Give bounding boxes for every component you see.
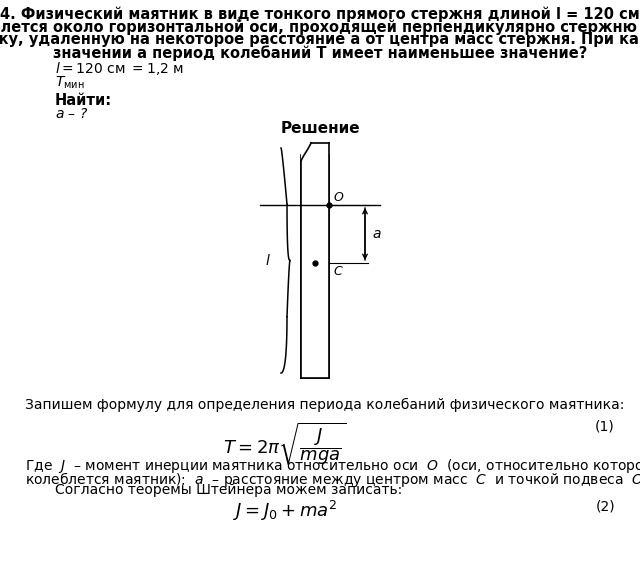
Text: $l$: $l$ bbox=[265, 253, 271, 268]
Text: Найти:: Найти: bbox=[55, 93, 112, 108]
Bar bbox=[301, 155, 329, 378]
Bar bbox=[301, 143, 329, 378]
Text: $a$ – ?: $a$ – ? bbox=[55, 107, 88, 121]
Text: Согласно теоремы Штейнера можем записать:: Согласно теоремы Штейнера можем записать… bbox=[55, 483, 403, 497]
Text: $J = J_0 + ma^2$: $J = J_0 + ma^2$ bbox=[233, 499, 337, 523]
Text: колеблется около горизонтальной оси, проходящей перпендикулярно стержню через: колеблется около горизонтальной оси, про… bbox=[0, 19, 640, 35]
Text: (1): (1) bbox=[595, 420, 615, 434]
Text: $T_{\mathrm{мин}}$: $T_{\mathrm{мин}}$ bbox=[55, 75, 84, 91]
Text: 4. Физический маятник в виде тонкого прямого стержня длиной l = 120 см: 4. Физический маятник в виде тонкого пря… bbox=[0, 6, 640, 21]
Text: Где  $J$  – момент инерции маятника относительно оси  $O$  (оси, относительно ко: Где $J$ – момент инерции маятника относи… bbox=[25, 457, 640, 475]
Text: $C$: $C$ bbox=[333, 265, 344, 278]
Text: колеблется маятник);  $a$  – расстояние между центром масс  $C$  и точкой подвес: колеблется маятник); $a$ – расстояние ме… bbox=[25, 470, 640, 489]
Text: (2): (2) bbox=[595, 499, 615, 513]
Text: точку, удаленную на некоторое расстояние а от центра масс стержня. При каком: точку, удаленную на некоторое расстояние… bbox=[0, 32, 640, 47]
Text: $l = 120$ см $= 1{,}2$ м: $l = 120$ см $= 1{,}2$ м bbox=[55, 60, 184, 77]
Text: $O$: $O$ bbox=[333, 191, 344, 204]
Text: $a$: $a$ bbox=[372, 227, 381, 241]
Text: $T = 2\pi\sqrt{\dfrac{J}{mga}}$: $T = 2\pi\sqrt{\dfrac{J}{mga}}$ bbox=[223, 420, 347, 467]
Text: Решение: Решение bbox=[280, 121, 360, 136]
Text: значении а период колебаний T имеет наименьшее значение?: значении а период колебаний T имеет наим… bbox=[53, 45, 587, 61]
Text: Запишем формулу для определения периода колебаний физического маятника:: Запишем формулу для определения периода … bbox=[25, 398, 625, 412]
